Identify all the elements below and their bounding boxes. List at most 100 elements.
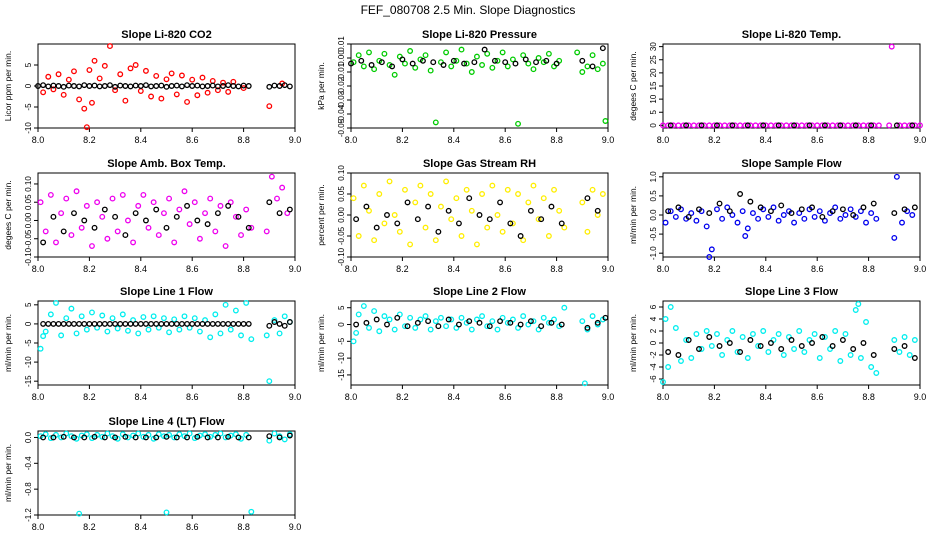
data-point [891, 337, 898, 343]
data-point [757, 343, 764, 349]
data-point [104, 328, 111, 335]
data-point [122, 232, 129, 239]
data-point [551, 186, 557, 193]
data-point [665, 208, 672, 215]
data-point [845, 122, 851, 129]
data-point [132, 210, 139, 217]
data-point [122, 320, 129, 327]
data-point [42, 228, 49, 235]
y-tick-label: -0.05 [24, 229, 33, 248]
data-point [225, 320, 232, 327]
data-point [906, 352, 913, 358]
data-point [414, 216, 421, 223]
data-point [453, 195, 460, 202]
data-point [665, 349, 672, 355]
data-point [81, 320, 88, 327]
data-point [911, 204, 918, 211]
data-point [665, 364, 672, 370]
data-point [520, 52, 527, 59]
data-point [184, 434, 191, 441]
data-point [780, 352, 787, 358]
y-tick-label: -10 [24, 122, 33, 134]
data-point [599, 60, 606, 67]
data-point [245, 83, 252, 89]
data-point [158, 95, 165, 102]
data-point [42, 328, 49, 335]
data-point [209, 78, 216, 84]
data-point [667, 208, 674, 215]
data-point [435, 323, 442, 330]
data-point [207, 334, 214, 341]
data-point [153, 206, 160, 213]
data-point [726, 208, 733, 215]
data-point [412, 199, 419, 206]
data-point [545, 319, 552, 326]
panel-title: Slope Gas Stream RH [423, 158, 536, 170]
data-point [417, 182, 424, 189]
data-point [855, 301, 862, 307]
data-point [101, 434, 108, 441]
data-point [850, 212, 857, 218]
data-point [142, 67, 149, 74]
panel-title: Slope Line 4 (LT) Flow [109, 416, 225, 428]
data-point [863, 219, 869, 226]
data-point [589, 52, 596, 59]
data-point [163, 76, 170, 83]
y-tick-label: 0.05 [24, 194, 33, 210]
data-point [353, 321, 360, 328]
data-point [286, 319, 293, 325]
y-axis-label: ml/min per min. [3, 444, 13, 502]
panel-temp: Slope Li-820 Temp. 8.0 8.2 8.4 8.6 8.8 9.0 0 5 10… [628, 29, 926, 145]
data-point [135, 430, 142, 437]
data-point [499, 49, 506, 56]
data-point [719, 352, 726, 358]
data-point [530, 318, 537, 325]
data-point [117, 320, 124, 327]
data-point [463, 186, 470, 193]
data-point [504, 319, 511, 326]
data-point [238, 332, 244, 339]
data-point [767, 122, 774, 129]
data-point [160, 433, 167, 440]
data-point [538, 216, 545, 223]
y-tick-label: 0 [337, 322, 346, 327]
data-point [688, 210, 695, 217]
data-point [209, 320, 216, 327]
data-point [173, 213, 180, 220]
data-point [778, 346, 785, 352]
data-point [389, 63, 396, 70]
data-point [153, 72, 160, 79]
data-point [440, 62, 447, 68]
data-point [579, 318, 586, 325]
data-point [672, 213, 679, 220]
data-point [112, 83, 119, 90]
y-tick-label: -5 [24, 339, 33, 347]
data-point [860, 122, 867, 129]
data-point [448, 316, 455, 323]
y-tick-label: 10 [649, 94, 658, 103]
data-point [50, 213, 57, 220]
data-point [274, 195, 280, 202]
data-point [479, 62, 486, 68]
data-point [89, 243, 95, 249]
data-point [76, 96, 83, 103]
data-point [214, 87, 221, 94]
panel-title: Slope Line 3 Flow [745, 286, 838, 298]
data-point [391, 326, 398, 333]
data-point [186, 324, 193, 331]
data-point [225, 82, 232, 89]
data-point [422, 52, 429, 59]
data-point [435, 228, 442, 235]
data-point [63, 315, 70, 322]
data-point [142, 320, 149, 327]
y-tick-label: -0.05 [337, 226, 346, 245]
data-point [525, 60, 532, 67]
x-tick-label: 8.8 [550, 135, 563, 145]
data-point [132, 62, 139, 68]
data-point [842, 331, 849, 337]
data-point [471, 59, 478, 66]
data-point [814, 122, 821, 129]
data-point [729, 122, 736, 129]
x-tick-label: 8.4 [448, 135, 461, 145]
